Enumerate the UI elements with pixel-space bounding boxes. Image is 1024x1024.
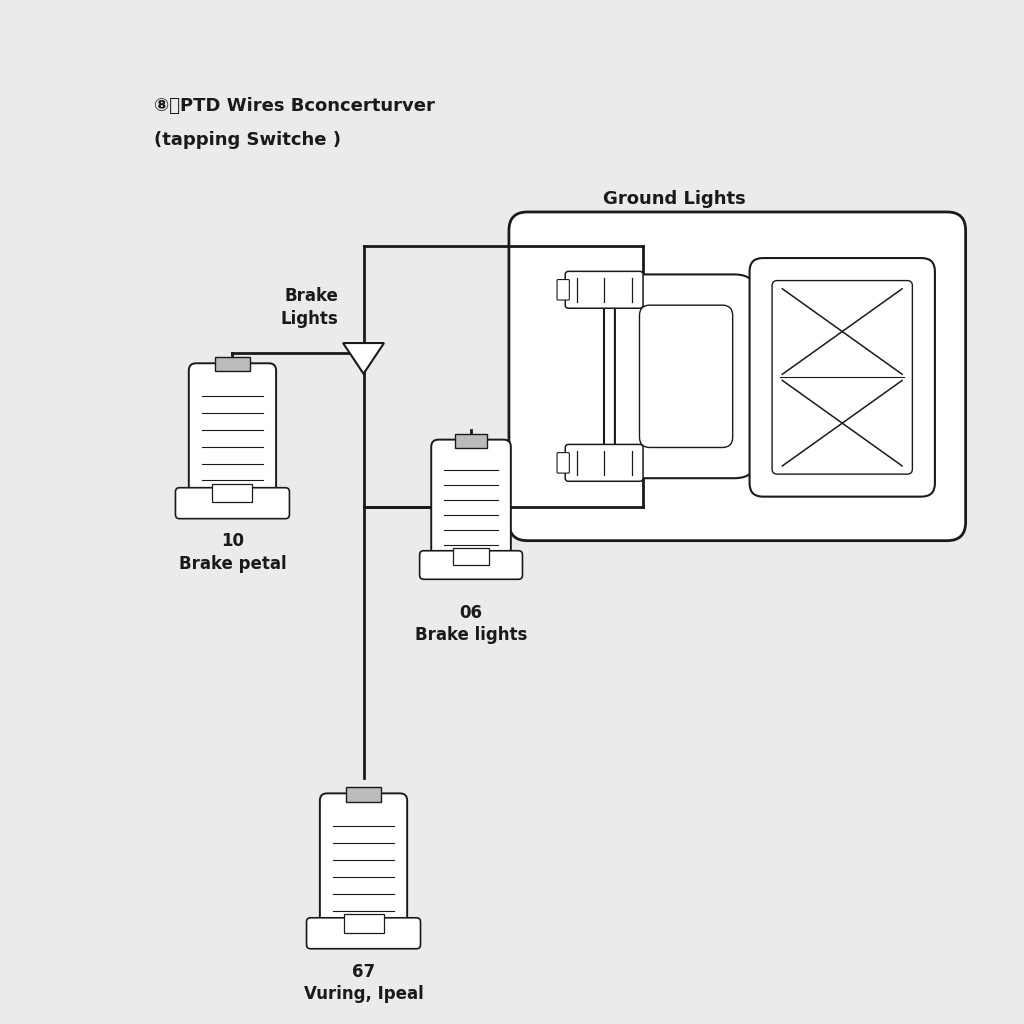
FancyBboxPatch shape	[557, 453, 569, 473]
Text: Ground Lights: Ground Lights	[603, 189, 745, 208]
FancyBboxPatch shape	[343, 914, 384, 933]
Text: Brake
Lights: Brake Lights	[281, 288, 338, 328]
Text: 06
Brake lights: 06 Brake lights	[415, 604, 527, 644]
Text: (tapping Switche ): (tapping Switche )	[154, 131, 341, 150]
FancyBboxPatch shape	[614, 274, 758, 478]
FancyBboxPatch shape	[319, 794, 408, 934]
FancyBboxPatch shape	[453, 548, 489, 565]
FancyBboxPatch shape	[188, 364, 276, 504]
FancyBboxPatch shape	[565, 444, 643, 481]
FancyBboxPatch shape	[557, 280, 569, 300]
FancyBboxPatch shape	[212, 484, 253, 503]
FancyBboxPatch shape	[306, 918, 421, 949]
FancyBboxPatch shape	[175, 487, 290, 519]
FancyBboxPatch shape	[456, 434, 486, 447]
FancyBboxPatch shape	[420, 551, 522, 580]
Polygon shape	[343, 343, 384, 374]
FancyBboxPatch shape	[215, 356, 250, 372]
FancyBboxPatch shape	[346, 786, 381, 802]
Text: 10
Brake petal: 10 Brake petal	[178, 532, 287, 572]
FancyBboxPatch shape	[565, 271, 643, 308]
FancyBboxPatch shape	[431, 439, 511, 567]
FancyBboxPatch shape	[772, 281, 912, 474]
Text: ⑧⓾PTD Wires Bconcerturver: ⑧⓾PTD Wires Bconcerturver	[154, 97, 434, 116]
FancyBboxPatch shape	[509, 212, 966, 541]
Text: 67
Vuring, Ipeal: 67 Vuring, Ipeal	[304, 963, 423, 1002]
FancyBboxPatch shape	[639, 305, 733, 447]
FancyBboxPatch shape	[750, 258, 935, 497]
